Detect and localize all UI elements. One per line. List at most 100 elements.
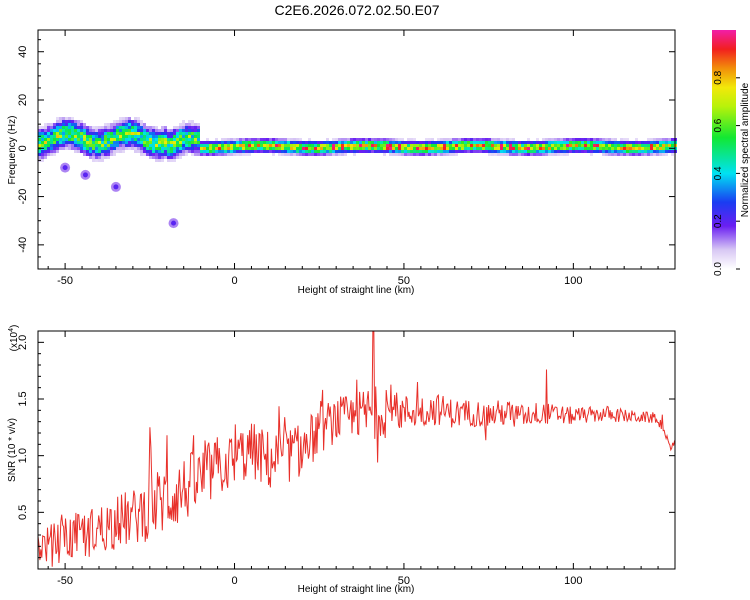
heatmap-cell	[326, 150, 329, 153]
heatmap-cell	[143, 123, 146, 126]
heatmap-cell	[143, 147, 146, 150]
heatmap-cell	[578, 138, 581, 141]
heatmap-cell	[200, 153, 203, 156]
heatmap-cell	[626, 141, 629, 144]
heatmap-cell	[545, 141, 548, 144]
heatmap-cell	[257, 141, 260, 144]
heatmap-cell	[395, 144, 398, 147]
heatmap-cell	[497, 147, 500, 150]
heatmap-cell	[455, 144, 458, 147]
heatmap-cell	[665, 147, 668, 150]
heatmap-cell	[188, 126, 191, 129]
heatmap-cell	[368, 147, 371, 150]
heatmap-cell	[266, 147, 269, 150]
heatmap-cell	[641, 141, 644, 144]
heatmap-cell	[380, 141, 383, 144]
heatmap-cell	[512, 138, 515, 141]
heatmap-cell	[329, 150, 332, 153]
heatmap-cell	[353, 144, 356, 147]
heatmap-cell	[416, 141, 419, 144]
heatmap-cell	[563, 141, 566, 144]
heatmap-cell	[458, 144, 461, 147]
heatmap-cell	[56, 123, 59, 126]
heatmap-cell	[578, 141, 581, 144]
heatmap-cell	[95, 144, 98, 147]
heatmap-cell	[101, 141, 104, 144]
heatmap-cell	[74, 144, 77, 147]
heatmap-cell	[209, 147, 212, 150]
heatmap-cell	[41, 153, 44, 156]
heatmap-cell	[374, 150, 377, 153]
heatmap-cell	[584, 138, 587, 141]
heatmap-cell	[440, 150, 443, 153]
heatmap-cell	[623, 153, 626, 156]
heatmap-cell	[398, 138, 401, 141]
heatmap-cell	[77, 147, 80, 150]
heatmap-cell	[41, 156, 44, 159]
heatmap-cell	[65, 141, 68, 144]
heatmap-cell	[416, 153, 419, 156]
heatmap-cell	[551, 153, 554, 156]
heatmap-cell	[533, 153, 536, 156]
heatmap-cell	[62, 120, 65, 123]
heatmap-cell	[389, 153, 392, 156]
heatmap-cell	[335, 153, 338, 156]
heatmap-cell	[59, 138, 62, 141]
heatmap-cell	[50, 132, 53, 135]
heatmap-cell	[539, 141, 542, 144]
heatmap-cell	[86, 135, 89, 138]
heatmap-cell	[95, 141, 98, 144]
heatmap-cell	[101, 138, 104, 141]
heatmap-cell	[101, 126, 104, 129]
heatmap-cell	[650, 144, 653, 147]
heatmap-cell	[407, 147, 410, 150]
heatmap-cell	[131, 144, 134, 147]
heatmap-cell	[173, 129, 176, 132]
heatmap-cell	[131, 132, 134, 135]
heatmap-cell	[104, 135, 107, 138]
heatmap-cell	[65, 144, 68, 147]
heatmap-cell	[419, 150, 422, 153]
heatmap-cell	[437, 150, 440, 153]
heatmap-cell	[431, 150, 434, 153]
heatmap-cell	[413, 144, 416, 147]
heatmap-cell	[671, 138, 674, 141]
heatmap-cell	[275, 138, 278, 141]
heatmap-cell	[167, 129, 170, 132]
heatmap-cell	[518, 147, 521, 150]
heatmap-cell	[296, 147, 299, 150]
heatmap-cell	[422, 147, 425, 150]
heatmap-cell	[569, 150, 572, 153]
heatmap-cell	[428, 153, 431, 156]
heatmap-cell	[359, 141, 362, 144]
heatmap-cell	[362, 147, 365, 150]
heatmap-cell	[557, 138, 560, 141]
heatmap-cell	[44, 153, 47, 156]
heatmap-cell	[140, 123, 143, 126]
heatmap-cell	[137, 150, 140, 153]
heatmap-cell	[134, 126, 137, 129]
heatmap-cell	[428, 150, 431, 153]
heatmap-cell	[71, 123, 74, 126]
heatmap-cell	[539, 144, 542, 147]
heatmap-cell	[428, 141, 431, 144]
heatmap-cell	[47, 144, 50, 147]
heatmap-cell	[326, 153, 329, 156]
heatmap-cell	[197, 129, 200, 132]
heatmap-cell	[257, 144, 260, 147]
heatmap-cell	[56, 117, 59, 120]
snr-scale-close: )	[9, 325, 20, 328]
heatmap-cell	[452, 150, 455, 153]
heatmap-cell	[305, 150, 308, 153]
heatmap-cell	[506, 150, 509, 153]
heatmap-cell	[107, 126, 110, 129]
heatmap-cell	[158, 129, 161, 132]
heatmap-cell	[521, 144, 524, 147]
heatmap-cell	[545, 138, 548, 141]
heatmap-cell	[41, 126, 44, 129]
heatmap-cell	[428, 138, 431, 141]
heatmap-cell	[167, 138, 170, 141]
